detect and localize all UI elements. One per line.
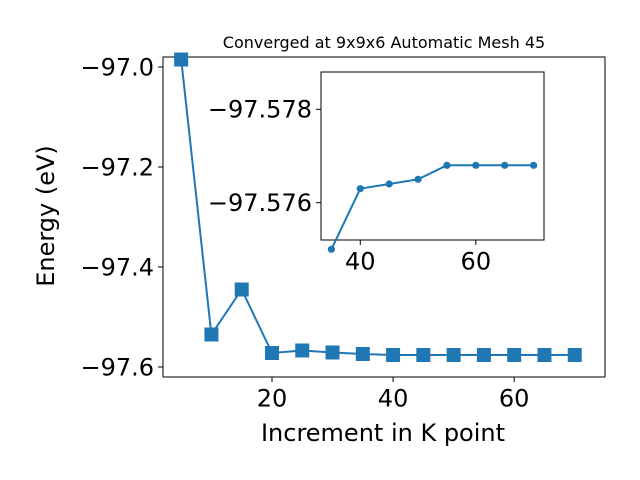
inset-x-ticks: 40 60 — [345, 240, 491, 276]
inset-x-tick-label: 60 — [461, 248, 492, 276]
main-data-point — [355, 347, 370, 361]
inset-series-markers — [327, 161, 538, 253]
main-x-tick-label: 40 — [378, 385, 409, 413]
inset-data-point — [414, 175, 422, 183]
main-data-point — [295, 343, 310, 358]
inset-data-point — [472, 161, 480, 169]
inset-series-line — [330, 164, 534, 250]
main-y-tick-label: −97.6 — [80, 353, 154, 381]
main-data-point — [567, 348, 582, 362]
main-y-tick-label: −97.4 — [80, 253, 154, 281]
main-data-point — [386, 348, 401, 362]
main-data-point — [204, 327, 219, 342]
inset-data-point — [530, 161, 538, 169]
inset-data-point — [327, 245, 335, 253]
main-series-markers — [174, 52, 582, 362]
main-data-point — [325, 345, 340, 360]
inset-axes: 40 60 −97.578 −97.576 — [208, 71, 545, 276]
main-data-point — [446, 348, 461, 362]
main-x-tick-label: 20 — [257, 385, 288, 413]
inset-data-point — [356, 185, 364, 193]
inset-y-tick-label: −97.578 — [208, 96, 312, 124]
main-x-ticks: 20 40 60 — [257, 377, 530, 413]
main-data-point — [264, 346, 279, 360]
main-data-point — [507, 348, 522, 362]
inset-y-tick-label: −97.576 — [208, 189, 312, 217]
inset-y-ticks: −97.578 −97.576 — [208, 96, 321, 217]
inset-plot-frame — [320, 71, 545, 241]
main-y-ticks: −97.0 −97.2 −97.4 −97.6 — [80, 53, 163, 381]
main-data-point — [234, 282, 249, 297]
chart-title: Converged at 9x9x6 Automatic Mesh 45 — [223, 33, 545, 52]
main-data-point — [476, 348, 491, 362]
main-data-point — [537, 348, 552, 362]
inset-data-point — [443, 161, 451, 169]
inset-data-point — [385, 180, 393, 188]
main-y-tick-label: −97.2 — [80, 153, 154, 181]
main-data-point — [416, 348, 431, 362]
inset-data-point — [501, 161, 509, 169]
x-axis-label: Increment in K point — [261, 419, 505, 447]
main-data-point — [174, 52, 189, 67]
inset-x-tick-label: 40 — [345, 248, 376, 276]
main-y-tick-label: −97.0 — [80, 53, 154, 81]
main-x-tick-label: 60 — [499, 385, 530, 413]
y-axis-label: Energy (eV) — [32, 145, 60, 287]
